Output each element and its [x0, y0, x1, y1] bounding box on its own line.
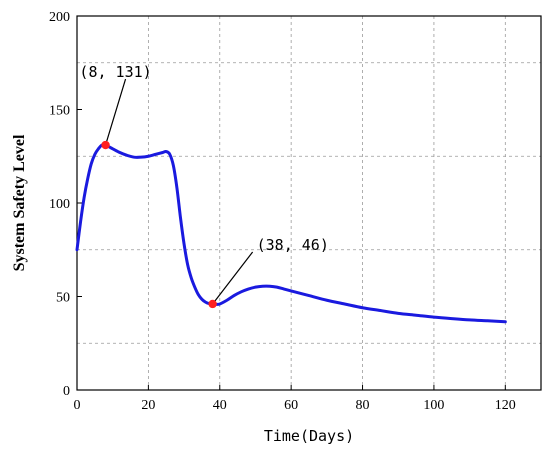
y-tick-label: 200: [49, 10, 70, 25]
grid: [77, 16, 541, 390]
y-tick-label: 150: [49, 104, 70, 119]
x-axis-title: Time(Days): [264, 427, 354, 445]
axis-ticks: 0 20 40 60 80 100 120 0 50 100 150 200: [49, 10, 516, 413]
x-tick-label: 100: [423, 398, 444, 413]
highlighted-point: [208, 299, 217, 309]
x-tick-label: 120: [495, 398, 516, 413]
x-tick-label: 40: [213, 398, 227, 413]
x-tick-label: 20: [141, 398, 155, 413]
annotation-leader: [104, 78, 127, 146]
y-tick-label: 50: [56, 291, 70, 306]
annotation-leader: [212, 251, 254, 305]
y-tick-label: 100: [49, 197, 70, 212]
x-tick-label: 80: [356, 398, 370, 413]
x-tick-label: 60: [284, 398, 298, 413]
highlighted-point: [101, 140, 110, 150]
series-line: [75, 143, 507, 324]
annotations: (8, 131) (38, 46): [79, 63, 329, 309]
point-label: (38, 46): [257, 236, 329, 254]
y-tick-label: 0: [63, 384, 70, 399]
point-label: (8, 131): [79, 63, 151, 81]
x-tick-label: 0: [74, 398, 81, 413]
y-axis-title: System Safety Level: [11, 134, 28, 271]
